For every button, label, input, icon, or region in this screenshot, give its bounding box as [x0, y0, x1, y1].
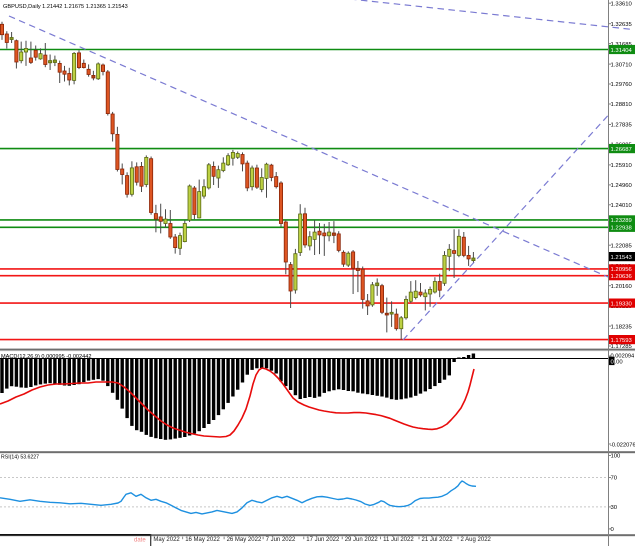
svg-text:0: 0: [611, 527, 615, 533]
svg-text:0.002094: 0.002094: [611, 353, 635, 359]
svg-text:RSI(14) 53.6227: RSI(14) 53.6227: [1, 455, 39, 461]
svg-text:0: 0: [611, 359, 615, 365]
svg-text:1.22938: 1.22938: [611, 226, 633, 232]
svg-text:29 Jun 2022: 29 Jun 2022: [345, 537, 379, 543]
svg-text:21 Jul 2022: 21 Jul 2022: [422, 537, 454, 543]
svg-text:1.17593: 1.17593: [611, 338, 633, 344]
svg-text:16 May 2022: 16 May 2022: [185, 537, 220, 543]
svg-text:1.27835: 1.27835: [611, 123, 633, 129]
svg-text:May 2022: May 2022: [153, 537, 180, 543]
svg-text:1.32635: 1.32635: [611, 22, 633, 28]
svg-text:1.20636: 1.20636: [611, 274, 633, 280]
svg-text:1.31404: 1.31404: [611, 48, 633, 54]
svg-text:1.33610: 1.33610: [611, 1, 633, 7]
svg-text:1.18235: 1.18235: [611, 324, 633, 330]
svg-text:.00: .00: [615, 359, 624, 365]
svg-text:GBPUSD,Daily 1.21442 1.21675: GBPUSD,Daily 1.21442 1.21675 1.21365 1.2…: [3, 4, 128, 10]
svg-text:2 Aug 2022: 2 Aug 2022: [461, 537, 492, 543]
svg-text:1.25910: 1.25910: [611, 163, 633, 169]
svg-text:1.28810: 1.28810: [611, 102, 633, 108]
svg-text:7 Jun 2022: 7 Jun 2022: [266, 537, 296, 543]
svg-text:1.17285: 1.17285: [611, 344, 633, 350]
svg-text:30: 30: [611, 505, 618, 511]
svg-text:26 May 2022: 26 May 2022: [227, 537, 262, 543]
svg-text:1.20956: 1.20956: [611, 267, 633, 273]
svg-text:1.22085: 1.22085: [611, 243, 633, 249]
svg-text:1.26687: 1.26687: [611, 147, 632, 153]
svg-text:1.31685: 1.31685: [611, 42, 633, 48]
svg-text:70: 70: [611, 476, 618, 482]
svg-text:MACD(12,26,9) 0.000995 -0.0024: MACD(12,26,9) 0.000995 -0.002442: [1, 354, 92, 360]
svg-text:100: 100: [611, 454, 622, 460]
svg-text:1.21543: 1.21543: [611, 255, 633, 261]
svg-text:11 Jul 2022: 11 Jul 2022: [383, 537, 414, 543]
svg-text:1.24010: 1.24010: [611, 203, 633, 209]
svg-text:17 Jun 2022: 17 Jun 2022: [306, 537, 340, 543]
svg-text:1.24960: 1.24960: [611, 183, 633, 189]
svg-text:1.30710: 1.30710: [611, 62, 633, 68]
svg-text:1.20160: 1.20160: [611, 284, 633, 290]
svg-text:date: date: [134, 538, 146, 544]
svg-text:-0.022076: -0.022076: [610, 442, 635, 448]
svg-text:1.29760: 1.29760: [611, 82, 633, 88]
svg-text:1.19330: 1.19330: [611, 301, 633, 307]
svg-text:1.23289: 1.23289: [611, 218, 632, 224]
